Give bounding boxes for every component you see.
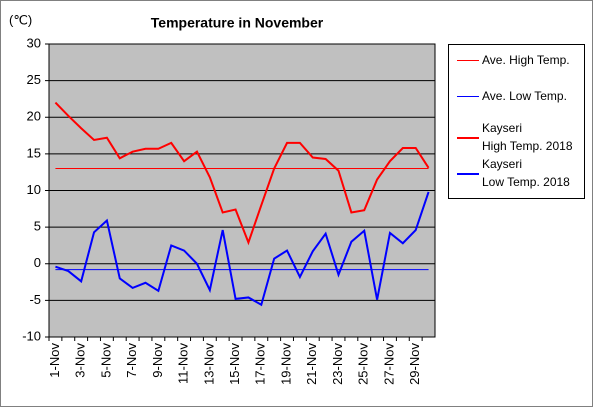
legend: Ave. High Temp. Ave. Low Temp. Kayseri Hig…	[448, 44, 585, 199]
legend-swatch	[457, 137, 479, 139]
x-tick-label: 23-Nov	[330, 343, 345, 385]
legend-swatch	[457, 60, 479, 61]
legend-label: Kayseri Low Temp. 2018	[482, 157, 570, 189]
y-tick-label: 15	[27, 145, 41, 160]
x-tick-label: 11-Nov	[176, 343, 191, 384]
x-tick-label: 25-Nov	[356, 343, 371, 385]
x-tick-label: 17-Nov	[253, 343, 268, 385]
x-tick-label: 7-Nov	[124, 343, 139, 378]
x-tick-label: 29-Nov	[407, 343, 422, 385]
x-tick-label: 1-Nov	[47, 343, 62, 378]
x-tick-label: 3-Nov	[73, 343, 88, 378]
y-tick-label: 30	[27, 35, 41, 50]
y-tick-label: 10	[27, 182, 41, 197]
y-axis-label: (℃)	[9, 12, 32, 27]
series-line	[54, 101, 430, 246]
y-tick-label: 0	[34, 255, 41, 270]
x-tick-label: 15-Nov	[227, 343, 242, 385]
y-tick-label: -10	[22, 328, 41, 343]
y-tick-label: 5	[34, 219, 41, 234]
x-tick-label: 5-Nov	[98, 343, 113, 378]
x-tick-label: 19-Nov	[278, 343, 293, 385]
legend-swatch	[457, 173, 479, 175]
legend-label: Ave. Low Temp.	[482, 89, 567, 103]
chart-title: Temperature in November	[151, 15, 324, 31]
y-tick-label: 20	[27, 109, 41, 124]
x-tick-label: 13-Nov	[201, 343, 216, 385]
legend-label: Kayseri High Temp. 2018	[482, 121, 573, 153]
legend-label: Ave. High Temp.	[482, 53, 570, 67]
y-tick-label: 25	[27, 72, 41, 87]
x-tick-label: 27-Nov	[381, 343, 396, 385]
legend-swatch	[457, 96, 479, 97]
y-tick-label: -5	[29, 292, 41, 307]
series-line	[55, 191, 430, 307]
x-tick-label: 21-Nov	[304, 343, 319, 385]
x-tick-label: 9-Nov	[150, 343, 165, 378]
